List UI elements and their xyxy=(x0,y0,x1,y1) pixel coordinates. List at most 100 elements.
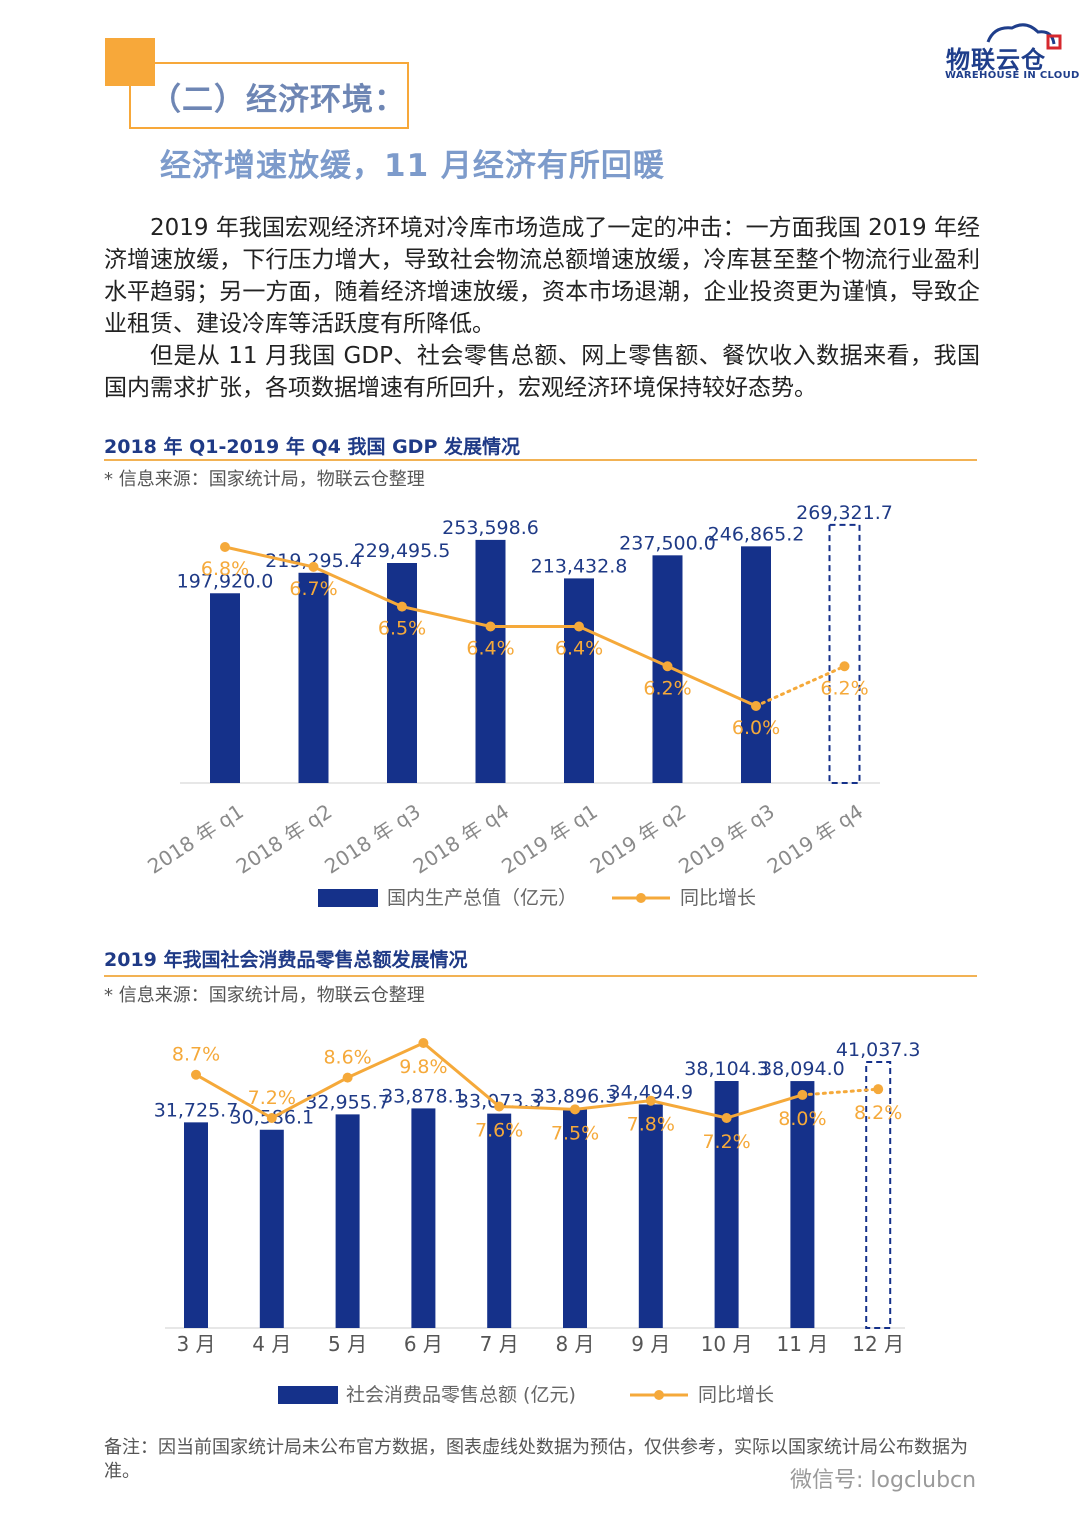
retail-growth-point xyxy=(418,1038,429,1048)
gdp-growth-label: 6.2% xyxy=(643,677,691,699)
gdp-growth-point xyxy=(308,561,319,572)
section-subtitle: 经济增速放缓，11 月经济有所回暖 xyxy=(160,148,665,184)
gdp-growth-point xyxy=(751,701,761,711)
retail-legend-bar-label: 社会消费品零售总额 (亿元) xyxy=(346,1384,576,1406)
retail-bar xyxy=(184,1122,208,1328)
retail-bar-label: 38,094.0 xyxy=(760,1058,845,1080)
retail-growth-label: 8.7% xyxy=(172,1044,220,1066)
body-text: 2019 年我国宏观经济环境对冷库市场造成了一定的冲击：一方面我国 2019 年… xyxy=(104,212,980,404)
retail-growth-label: 9.8% xyxy=(399,1056,447,1078)
gdp-bar-label: 269,321.7 xyxy=(796,502,893,524)
gdp-bar xyxy=(298,572,329,783)
retail-sales-chart: 31,725.73 月30,586.14 月32,955.75 月33,878.… xyxy=(154,1038,921,1406)
retail-x-tick-label: 5 月 xyxy=(328,1332,367,1356)
gdp-growth-label: 6.2% xyxy=(820,677,868,699)
retail-x-tick-label: 11 月 xyxy=(776,1332,828,1356)
gdp-bar xyxy=(387,563,417,783)
gdp-legend-bar-label: 国内生产总值（亿元） xyxy=(387,887,577,909)
retail-growth-label: 7.2% xyxy=(248,1087,296,1109)
retail-bar-label: 31,725.7 xyxy=(154,1099,239,1121)
retail-bar-label: 33,878.1 xyxy=(381,1085,466,1107)
gdp-bar-label: 213,432.8 xyxy=(531,555,628,577)
retail-bar-label: 33,896.3 xyxy=(533,1085,618,1107)
retail-bar xyxy=(411,1108,436,1328)
retail-growth-point xyxy=(873,1084,884,1095)
gdp-legend-line-label: 同比增长 xyxy=(680,887,756,909)
retail-growth-label: 7.8% xyxy=(627,1114,675,1136)
retail-growth-point xyxy=(266,1113,277,1123)
retail-x-tick-label: 10 月 xyxy=(701,1332,753,1356)
retail-growth-point xyxy=(494,1101,505,1112)
retail-x-tick-label: 6 月 xyxy=(404,1332,443,1356)
section-title: （二）经济环境： xyxy=(150,82,406,118)
chart-1-source: * 信息来源：国家统计局，物联云仓整理 xyxy=(104,469,425,490)
heading-frame xyxy=(129,62,409,129)
retail-x-tick-label: 12 月 xyxy=(852,1332,904,1356)
retail-x-tick-label: 7 月 xyxy=(480,1332,519,1356)
retail-growth-label: 8.6% xyxy=(323,1047,371,1069)
retail-growth-label: 7.2% xyxy=(702,1131,750,1153)
retail-bar-label: 41,037.3 xyxy=(836,1039,921,1061)
footnote: 备注：因当前国家统计局未公布官方数据，图表虚线处数据为预估，仅供参考，实际以国家… xyxy=(104,1437,968,1482)
chart-2-heading: 2019 年我国社会消费品零售总额发展情况 xyxy=(104,949,468,971)
gdp-legend-bar-swatch xyxy=(318,889,378,907)
body-paragraph-1: 2019 年我国宏观经济环境对冷库市场造成了一定的冲击：一方面我国 2019 年… xyxy=(104,215,980,337)
gdp-bar-label: 237,500.0 xyxy=(619,532,716,554)
gdp-growth-point xyxy=(397,601,407,612)
wechat-watermark: 微信号: logclubcn xyxy=(790,1468,977,1493)
gdp-growth-label: 6.5% xyxy=(378,618,426,640)
retail-bar-label: 32,955.7 xyxy=(305,1091,390,1113)
gdp-bar-label: 246,865.2 xyxy=(708,523,805,545)
retail-legend-line-label: 同比增长 xyxy=(698,1384,774,1406)
retail-bar xyxy=(487,1113,512,1328)
gdp-growth-label: 6.4% xyxy=(555,638,603,660)
chart-1-heading: 2018 年 Q1-2019 年 Q4 我国 GDP 发展情况 xyxy=(104,436,520,458)
retail-x-tick-label: 4 月 xyxy=(252,1332,291,1356)
retail-bar xyxy=(790,1081,815,1328)
retail-growth-point xyxy=(797,1089,808,1100)
retail-bar xyxy=(259,1129,284,1328)
gdp-bar xyxy=(475,539,506,783)
gdp-legend-line-dot xyxy=(636,893,646,903)
gdp-growth-label: 6.0% xyxy=(732,717,780,739)
cloud-logo-icon xyxy=(986,23,1062,50)
retail-growth-label: 8.0% xyxy=(778,1108,826,1130)
retail-growth-label: 7.6% xyxy=(475,1119,523,1141)
chart-2-rule xyxy=(104,975,977,977)
gdp-growth-label: 6.8% xyxy=(201,558,249,580)
body-paragraph-2: 但是从 11 月我国 GDP、社会零售总额、网上零售额、餐饮收入数据来看，我国国… xyxy=(104,343,980,401)
retail-growth-label: 8.2% xyxy=(854,1102,902,1124)
retail-growth-point xyxy=(191,1069,201,1080)
gdp-bar xyxy=(210,593,240,783)
gdp-bar-label: 229,495.5 xyxy=(354,540,451,562)
retail-growth-point xyxy=(342,1072,353,1083)
retail-bar-estimated xyxy=(865,1061,892,1329)
retail-bar xyxy=(335,1114,360,1328)
gdp-bar xyxy=(564,578,594,783)
retail-bar xyxy=(638,1104,663,1328)
retail-legend-line-dot xyxy=(654,1390,664,1400)
chart-2-source: * 信息来源：国家统计局，物联云仓整理 xyxy=(104,985,425,1006)
retail-x-tick-label: 8 月 xyxy=(555,1332,594,1356)
gdp-bar-label: 219,295.4 xyxy=(265,550,362,572)
logo-wordmark: 物联云仓 xyxy=(946,46,1046,74)
chart-1-rule xyxy=(104,459,977,461)
gdp-growth-label: 6.7% xyxy=(289,578,337,600)
gdp-growth-point xyxy=(839,661,850,672)
gdp-growth-point xyxy=(485,621,496,632)
retail-x-tick-label: 9 月 xyxy=(631,1332,670,1356)
gdp-bar xyxy=(741,546,771,783)
retail-bar xyxy=(563,1108,587,1328)
retail-bar-label: 34,494.9 xyxy=(608,1081,693,1103)
gdp-growth-point xyxy=(220,542,230,552)
retail-growth-point xyxy=(721,1113,732,1123)
retail-bar-label: 38,104.3 xyxy=(684,1058,769,1080)
retail-growth-line-estimated xyxy=(800,1087,880,1097)
logo-tagline: WAREHOUSE IN CLOUD xyxy=(945,70,1080,81)
gdp-growth-line-estimated xyxy=(754,664,846,708)
gdp-bar-label: 253,598.6 xyxy=(442,517,539,539)
gdp-growth-point xyxy=(662,661,673,672)
gdp-growth-label: 6.4% xyxy=(466,638,514,660)
retail-growth-point xyxy=(645,1095,656,1106)
gdp-bar-estimated xyxy=(828,523,861,784)
